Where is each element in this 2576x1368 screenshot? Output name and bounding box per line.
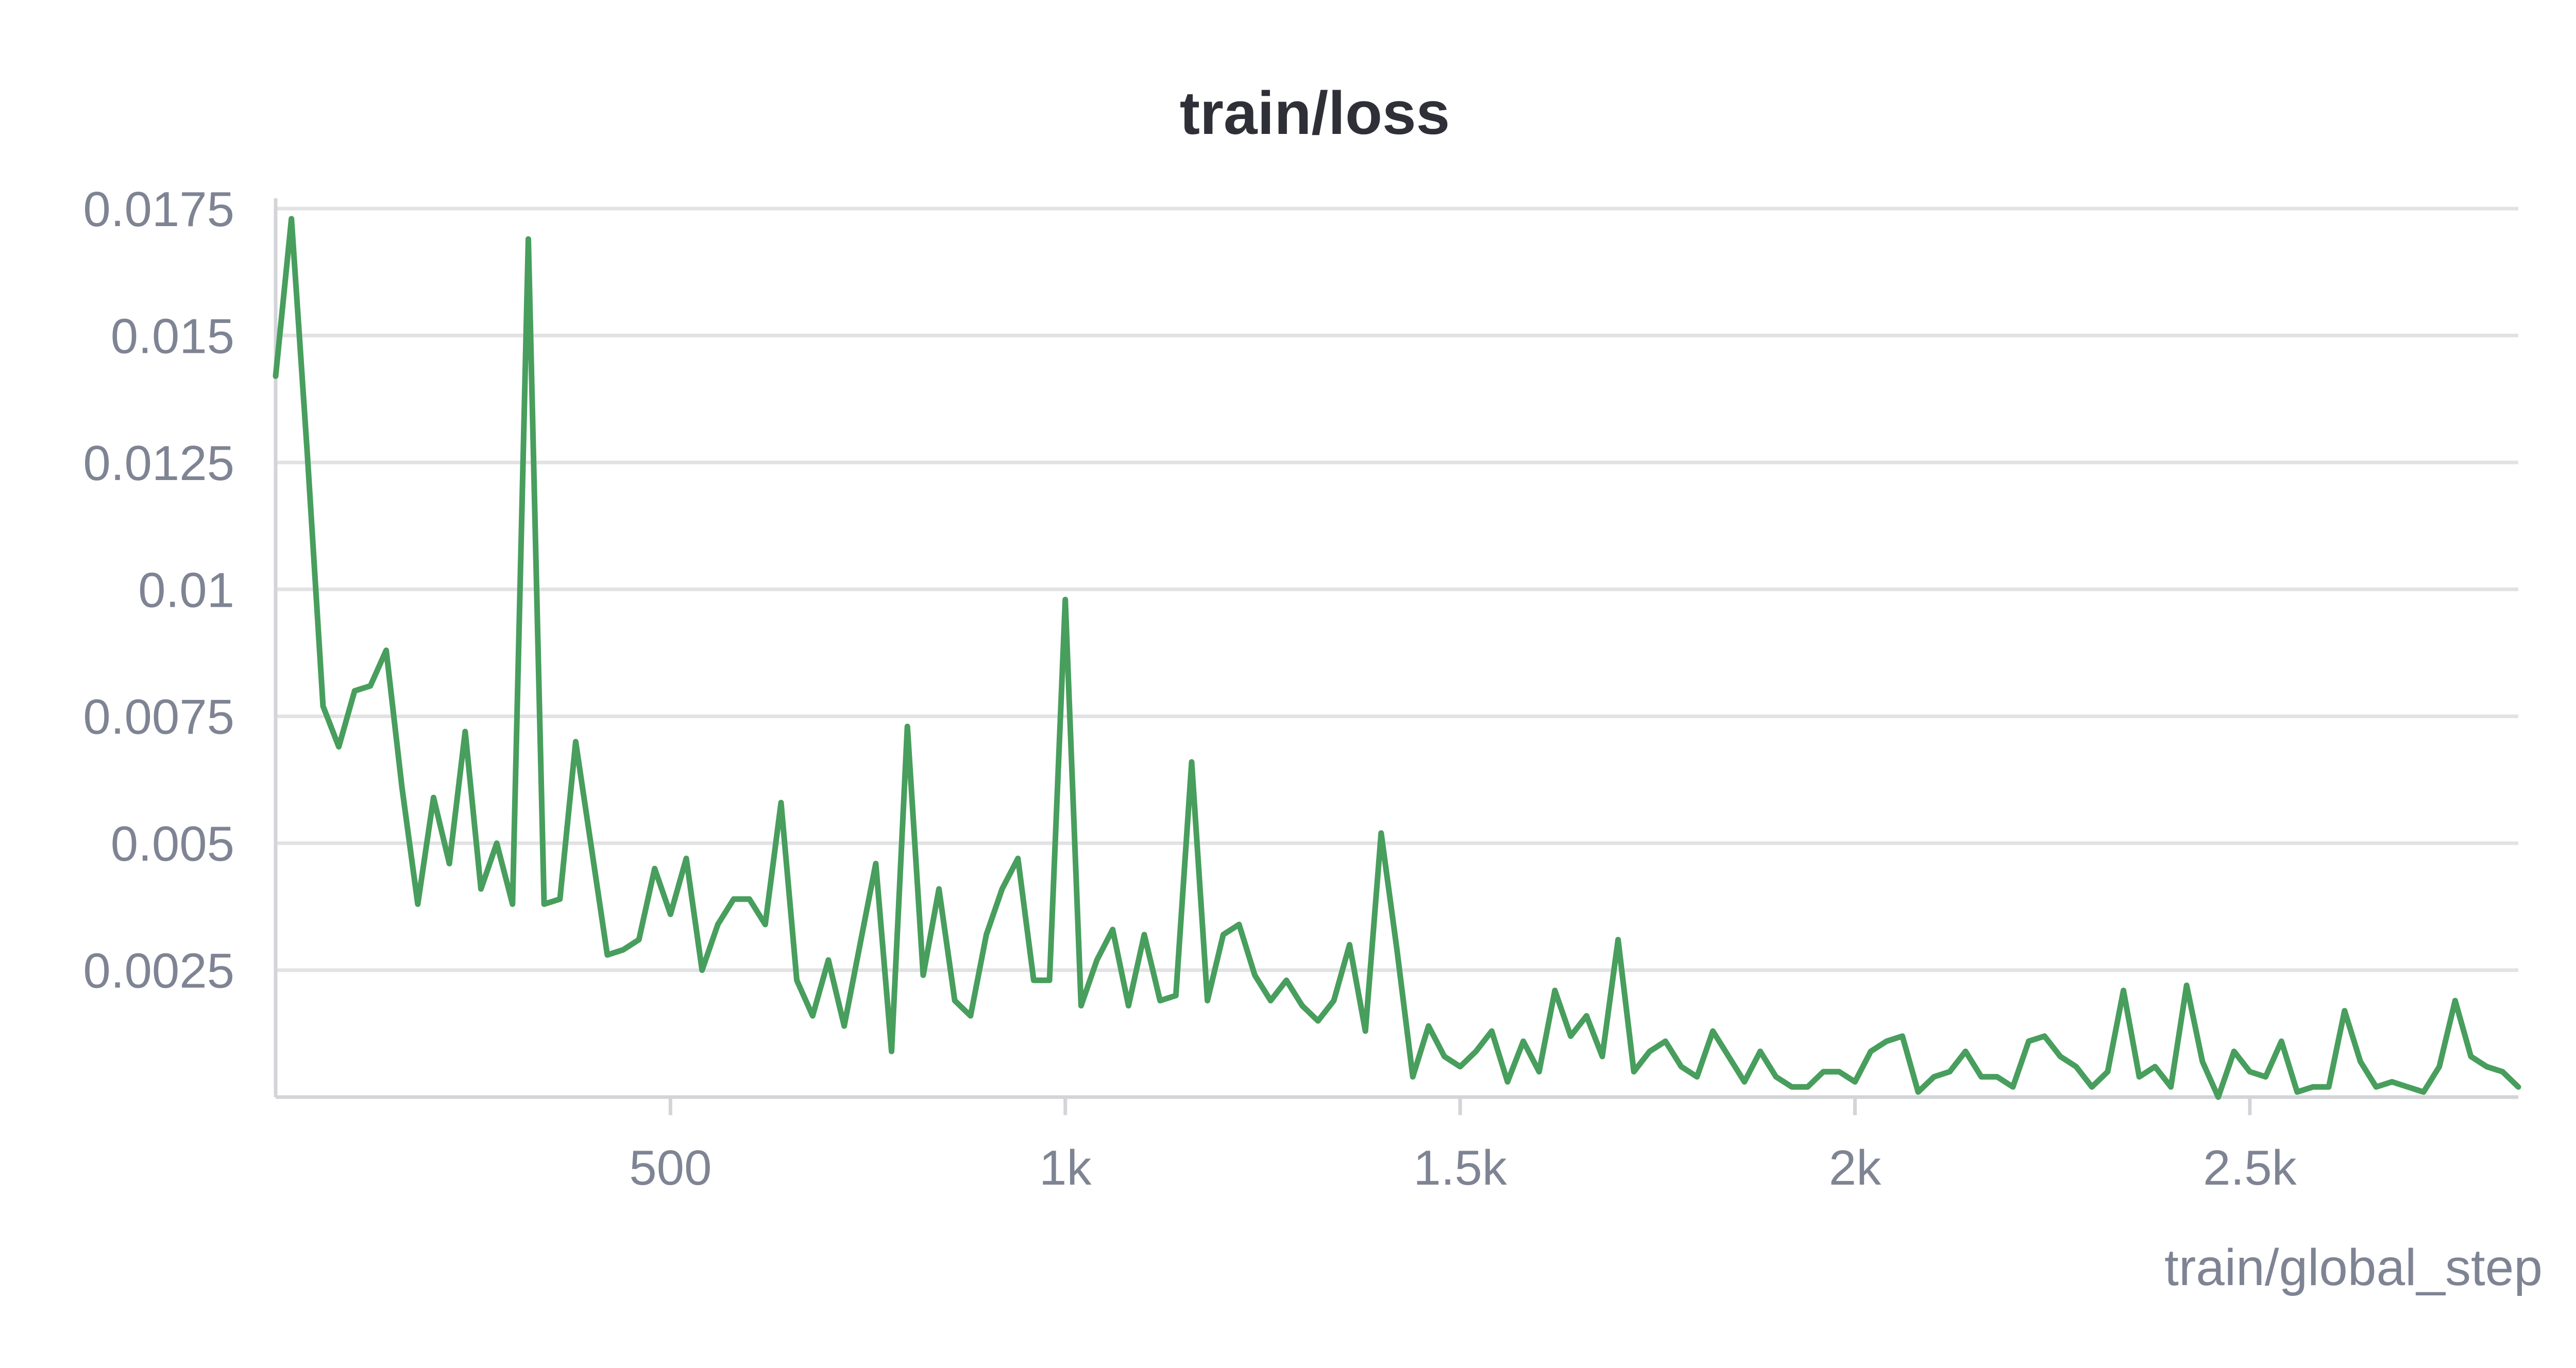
x-tick-label: 500 [629, 1140, 711, 1195]
x-tick-label: 1.5k [1413, 1140, 1507, 1195]
y-tick-label: 0.0125 [83, 436, 234, 491]
y-tick-label: 0.0075 [83, 690, 234, 745]
x-tick-label: 2.5k [2203, 1140, 2297, 1195]
grid [276, 207, 2518, 972]
y-tick-label: 0.0025 [83, 944, 234, 999]
x-tick-label: 2k [1829, 1140, 1882, 1195]
y-tick-label: 0.005 [111, 816, 234, 871]
x-tick-label: 1k [1039, 1140, 1092, 1195]
series-layer [273, 216, 2521, 1100]
x-axis-label: train/global_step [2164, 1239, 2543, 1296]
loss-series-line [273, 216, 2521, 1100]
y-tick-labels: 0.0025 0.005 0.0075 0.01 0.0125 0.015 0.0175 [83, 182, 234, 999]
chart-title: train/loss [1180, 79, 1450, 147]
x-tick-labels: 500 1k 1.5k 2k 2.5k [629, 1140, 2297, 1195]
y-tick-label: 0.01 [138, 562, 234, 618]
y-tick-label: 0.0175 [83, 182, 234, 237]
y-tick-label: 0.015 [111, 309, 234, 364]
